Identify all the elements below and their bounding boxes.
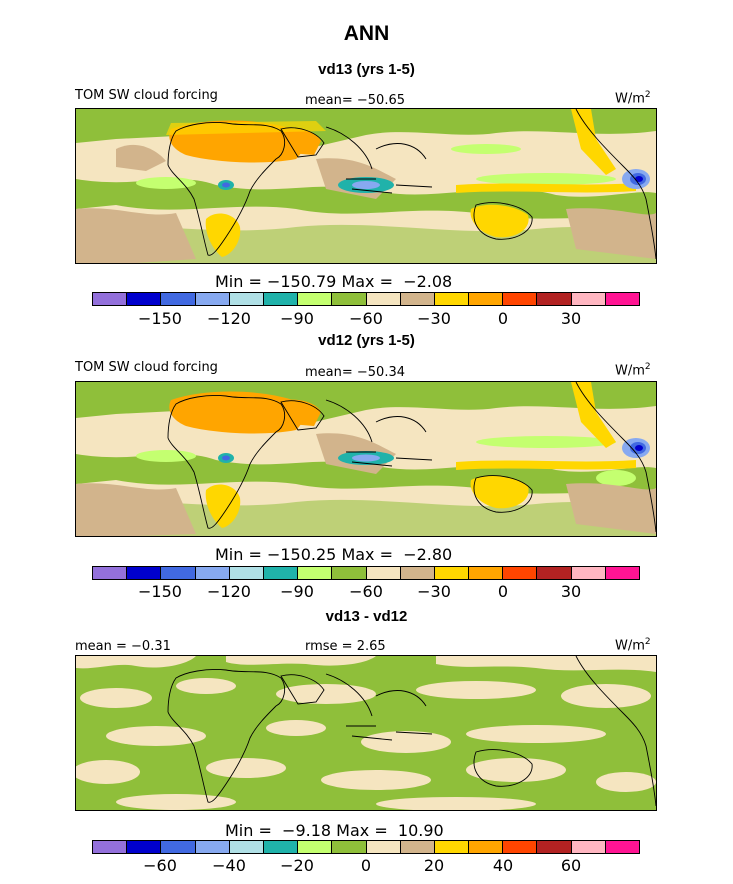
colorbar-1-swatch xyxy=(605,293,639,305)
colorbar-3-swatch xyxy=(434,841,470,853)
colorbar-2-swatch xyxy=(400,567,435,579)
panel-1-units: W/m2 xyxy=(615,90,651,107)
panel-3-minmax: Min = −9.18 Max = 10.90 xyxy=(225,821,444,840)
colorbar-2-tick: −90 xyxy=(280,582,314,601)
colorbar-3-tick: −40 xyxy=(212,856,246,875)
colorbar-2-tick: 30 xyxy=(560,582,582,601)
colorbar-1-swatch xyxy=(127,293,162,305)
panel-3-colorbar xyxy=(92,840,640,854)
colorbar-3-tick: 60 xyxy=(560,856,582,875)
panel-2-subtitle: vd12 (yrs 1-5) xyxy=(318,332,415,349)
colorbar-1-swatch xyxy=(366,293,401,305)
colorbar-1-tick: −60 xyxy=(349,309,383,328)
colorbar-1-tick: 0 xyxy=(497,309,509,328)
colorbar-3-swatch xyxy=(93,841,128,853)
world-map-field-icon xyxy=(76,109,656,263)
colorbar-1-tick: −120 xyxy=(207,309,251,328)
panel-3-map xyxy=(75,655,657,811)
colorbar-2-swatch xyxy=(503,567,538,579)
colorbar-3-swatch xyxy=(400,841,435,853)
colorbar-2-swatch xyxy=(366,567,401,579)
colorbar-3-swatch xyxy=(298,841,333,853)
main-title: ANN xyxy=(343,22,390,45)
panel-3-units: W/m2 xyxy=(615,637,651,654)
colorbar-3-tick: −60 xyxy=(143,856,177,875)
colorbar-1-tick: 30 xyxy=(560,309,582,328)
colorbar-1-swatch xyxy=(400,293,435,305)
panel-1-subtitle: vd13 (yrs 1-5) xyxy=(318,61,415,78)
panel-2-variable-label: TOM SW cloud forcing xyxy=(75,360,218,375)
colorbar-2-swatch xyxy=(161,567,196,579)
colorbar-2-swatch xyxy=(229,567,264,579)
colorbar-2-swatch xyxy=(263,567,299,579)
colorbar-2-tick: −60 xyxy=(349,582,383,601)
panel-3-mean-label: mean = −0.31 xyxy=(75,639,171,654)
colorbar-1-swatch xyxy=(434,293,470,305)
colorbar-2-swatch xyxy=(571,567,606,579)
colorbar-2-tick: 0 xyxy=(497,582,509,601)
colorbar-3-swatch xyxy=(127,841,162,853)
colorbar-2-tick: −30 xyxy=(417,582,451,601)
colorbar-1-swatch xyxy=(263,293,299,305)
colorbar-3-swatch xyxy=(263,841,299,853)
colorbar-3-swatch xyxy=(571,841,606,853)
colorbar-2-swatch xyxy=(195,567,230,579)
colorbar-1-swatch xyxy=(503,293,538,305)
colorbar-2-tick: −120 xyxy=(207,582,251,601)
colorbar-3-swatch xyxy=(332,841,367,853)
colorbar-1-swatch xyxy=(469,293,504,305)
colorbar-3-swatch xyxy=(605,841,639,853)
colorbar-1-swatch xyxy=(93,293,128,305)
colorbar-1-tick: −90 xyxy=(280,309,314,328)
colorbar-2-tick: −150 xyxy=(138,582,182,601)
colorbar-3-swatch xyxy=(195,841,230,853)
colorbar-2-swatch xyxy=(434,567,470,579)
panel-1-minmax: Min = −150.79 Max = −2.08 xyxy=(215,272,453,291)
panel-1-mean-label: mean= −50.65 xyxy=(305,93,406,108)
panel-1-colorbar xyxy=(92,292,640,306)
colorbar-1-swatch xyxy=(298,293,333,305)
colorbar-1-swatch xyxy=(571,293,606,305)
colorbar-2-swatch xyxy=(605,567,639,579)
colorbar-3-swatch xyxy=(503,841,538,853)
colorbar-3-swatch xyxy=(366,841,401,853)
panel-1-map xyxy=(75,108,657,264)
colorbar-3-tick: −20 xyxy=(280,856,314,875)
colorbar-1-tick: −30 xyxy=(417,309,451,328)
colorbar-1-swatch xyxy=(229,293,264,305)
colorbar-3-tick: 0 xyxy=(360,856,372,875)
colorbar-3-swatch xyxy=(537,841,572,853)
panel-2-minmax: Min = −150.25 Max = −2.80 xyxy=(215,545,453,564)
colorbar-3-tick: 20 xyxy=(423,856,445,875)
world-map-field-icon xyxy=(76,382,656,536)
world-map-difference-icon xyxy=(76,656,656,810)
colorbar-3-swatch xyxy=(161,841,196,853)
colorbar-1-swatch xyxy=(161,293,196,305)
colorbar-1-swatch xyxy=(332,293,367,305)
panel-2-colorbar xyxy=(92,566,640,580)
colorbar-1-tick: −150 xyxy=(138,309,182,328)
colorbar-3-tick: 40 xyxy=(492,856,514,875)
panel-2-units: W/m2 xyxy=(615,362,651,379)
colorbar-2-swatch xyxy=(298,567,333,579)
colorbar-2-swatch xyxy=(93,567,128,579)
panel-3-subtitle: vd13 - vd12 xyxy=(325,608,408,625)
colorbar-2-swatch xyxy=(469,567,504,579)
panel-2-map xyxy=(75,381,657,537)
colorbar-3-swatch xyxy=(229,841,264,853)
colorbar-2-swatch xyxy=(127,567,162,579)
colorbar-2-swatch xyxy=(332,567,367,579)
panel-3-rmse-label: rmse = 2.65 xyxy=(305,639,386,654)
panel-1-variable-label: TOM SW cloud forcing xyxy=(75,88,218,103)
colorbar-1-swatch xyxy=(537,293,572,305)
colorbar-3-swatch xyxy=(469,841,504,853)
panel-2-mean-label: mean= −50.34 xyxy=(305,365,406,380)
colorbar-1-swatch xyxy=(195,293,230,305)
colorbar-2-swatch xyxy=(537,567,572,579)
